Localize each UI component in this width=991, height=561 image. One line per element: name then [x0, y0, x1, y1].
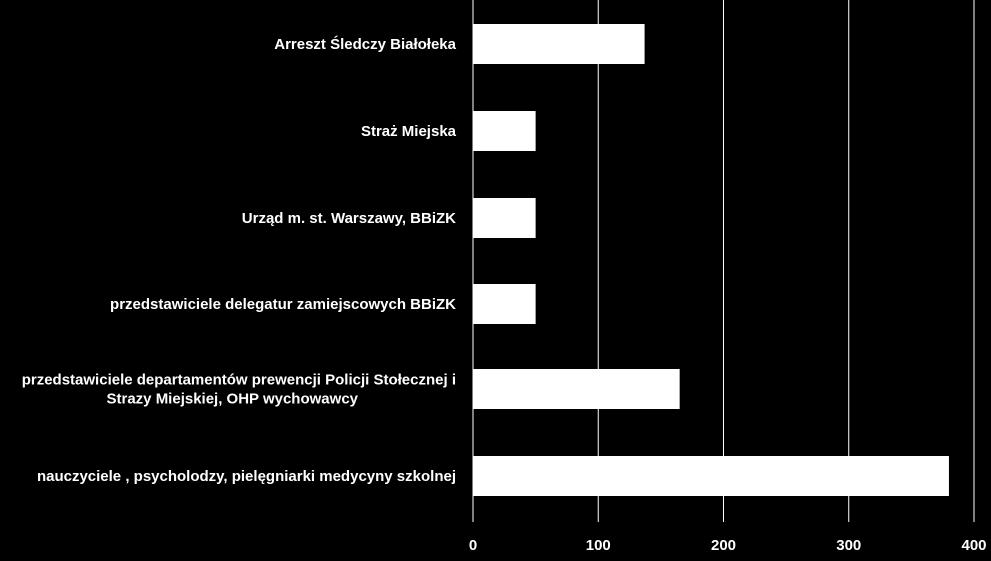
- x-tick-label-400: 400: [961, 537, 986, 554]
- category-label-4-line-0: przedstawiciele departamentów prewencji …: [22, 372, 456, 389]
- bar-0: [473, 24, 645, 64]
- x-tick-label-200: 200: [711, 537, 736, 554]
- category-label-0-line-0: Arreszt Śledczy Białołeka: [274, 35, 456, 53]
- category-label-2-line-0: Urząd m. st. Warszawy, BBiZK: [242, 210, 456, 227]
- category-label-4: przedstawiciele departamentów prewencji …: [22, 372, 456, 408]
- x-tick-label-300: 300: [836, 537, 861, 554]
- bar-1: [473, 111, 536, 151]
- x-axis-tick-labels: 0 100 200 300 400: [469, 537, 987, 554]
- x-tick-label-0: 0: [469, 537, 477, 554]
- category-label-4-line-1: Strazy Miejskiej, OHP wychowawcy: [107, 391, 359, 408]
- bar-4: [473, 369, 680, 409]
- x-tick-label-100: 100: [586, 537, 611, 554]
- category-label-3: przedstawiciele delegatur zamiejscowych …: [110, 296, 456, 313]
- category-label-1-line-0: Straż Miejska: [361, 123, 457, 140]
- grid-lines: [472, 0, 975, 522]
- category-label-2: Urząd m. st. Warszawy, BBiZK: [242, 210, 456, 227]
- category-label-3-line-0: przedstawiciele delegatur zamiejscowych …: [110, 296, 456, 313]
- category-label-5-line-0: nauczyciele , psycholodzy, pielęgniarki …: [37, 468, 456, 485]
- bar-5: [473, 456, 949, 496]
- bar-2: [473, 198, 536, 238]
- bar-3: [473, 284, 536, 324]
- category-label-1: Straż Miejska: [361, 123, 457, 140]
- category-label-0: Arreszt Śledczy Białołeka: [274, 35, 456, 53]
- category-labels: Arreszt Śledczy Białołeka Straż Miejska Ur…: [22, 35, 457, 485]
- bars: [473, 24, 949, 496]
- category-label-5: nauczyciele , psycholodzy, pielęgniarki …: [37, 468, 456, 485]
